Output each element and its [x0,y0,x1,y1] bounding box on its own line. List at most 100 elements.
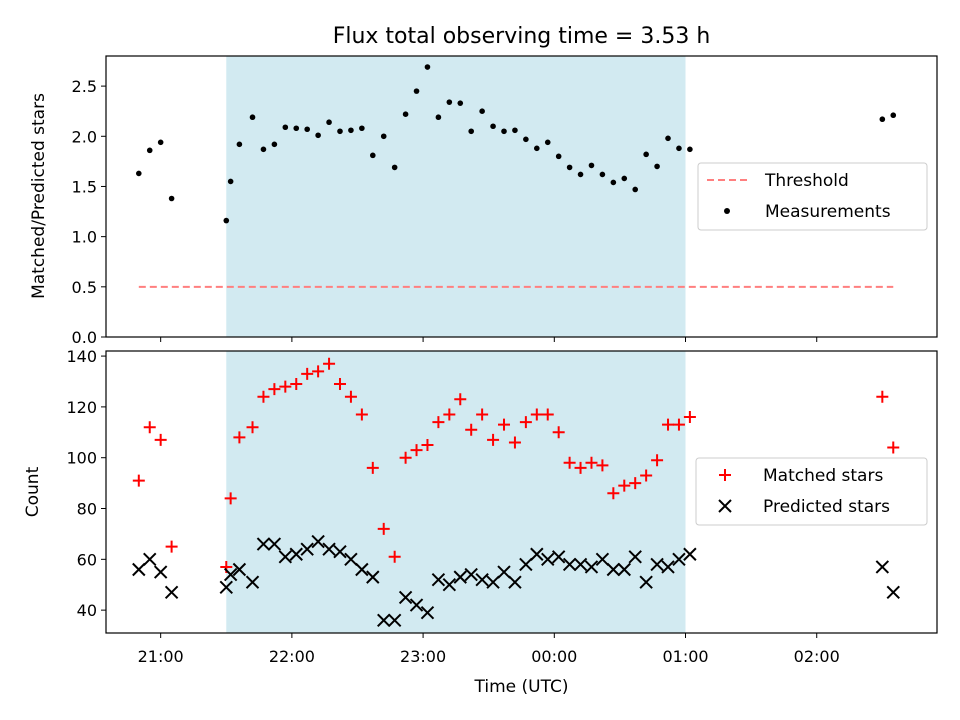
predicted-star-point [672,552,686,567]
measurement-point [534,145,540,152]
measurement-point [271,141,278,148]
matched-star-point [301,367,314,380]
y-tick-label: 0.0 [72,328,97,347]
count-legend: Matched stars Predicted stars [695,457,928,526]
matched-star-point [662,418,675,431]
measurement-point [621,175,628,182]
chart-title: Flux total observing time = 3.53 h [333,24,711,49]
measurement-point [632,186,639,193]
measurement-point [326,119,332,126]
predicted-star-point [442,578,457,592]
predicted-star-point [464,567,478,582]
predicted-star-point [628,550,642,564]
predicted-star-point [453,570,467,584]
predicted-star-point [164,585,179,600]
legend-matched-swatch [719,469,731,481]
matched-star-point [607,487,620,500]
predicted-star-point [267,537,282,551]
y-axis-label-count: Count [23,466,43,517]
matched-star-point [132,474,145,487]
measurement-point [523,136,529,143]
matched-star-point [432,416,445,429]
measurement-point [435,114,442,121]
matched-star-point [651,454,664,467]
x-tick-label: 02:00 [794,647,840,666]
measurement-point [566,164,573,171]
y-tick-label: 2.0 [72,127,97,146]
predicted-star-point [223,567,238,582]
matched-star-point [640,469,653,482]
y-tick-label: 100 [66,449,97,468]
matched-star-point [596,459,609,472]
measurement-point [610,179,617,186]
measurement-point [501,128,507,135]
y-tick-label: 1.0 [72,228,97,247]
matched-star-point [323,357,336,370]
matched-star-point [246,421,259,434]
measurement-point [654,163,660,170]
measurement-point [249,114,256,121]
matched-star-point [552,426,565,439]
axes-frame [105,350,938,634]
measurement-point [577,171,584,178]
measurement-point [146,147,153,154]
x-axis-label-time: Time (UTC) [474,677,569,697]
observing-window-shade [226,56,686,337]
measurement-point [227,178,234,185]
y-tick-label: 40 [77,601,97,620]
matched-star-point [454,393,467,406]
predicted-star-point [232,562,247,577]
legend-predicted-swatch [718,499,732,513]
matched-star-point [618,479,631,492]
y-tick-label: 2.5 [72,77,97,96]
predicted-star-point [398,590,413,605]
matched-star-point [887,441,900,454]
measurement-point [413,88,420,94]
measurement-point [599,171,606,178]
predicted-star-point [219,580,233,594]
matched-star-point [530,408,543,421]
matched-star-point [399,451,412,464]
legend-matched-label: Matched stars [763,466,883,486]
measurement-point [457,100,464,106]
matched-star-point [498,418,511,431]
measurement-point [348,127,354,134]
measurement-point [665,135,671,142]
measurement-point [337,128,343,135]
predicted-star-point [278,550,293,564]
measurement-point [157,139,164,146]
matched-star-point [683,411,696,424]
matched-star-point [672,418,685,431]
matched-star-point [290,378,303,391]
predicted-star-point [661,560,675,574]
x-tick-label: 21:00 [138,647,184,666]
matched-star-point [355,408,368,421]
predicted-star-point [886,585,900,600]
predicted-star-point [530,547,544,561]
matched-star-point [333,378,346,391]
measurement-point [446,99,453,105]
x-tick-label: 23:00 [400,647,446,666]
matched-star-point [476,408,489,421]
y-tick-label: 140 [66,347,97,366]
predicted-star-point [584,560,599,574]
measurement-point [544,139,551,146]
matched-star-point [629,477,642,490]
predicted-star-point [508,575,522,589]
count-plot-area: 40 60 80 100 120 140 21:00 22:00 23:00 00:00 01:00… [66,347,938,666]
axes-frame [105,55,938,338]
measurement-point [643,151,649,158]
predicted-star-point [355,562,369,577]
legend-frame [697,162,928,231]
ratio-legend: Threshold Measurements [697,162,928,231]
matched-star-point [257,390,270,403]
measurement-point [424,64,431,70]
predicted-star-point [409,598,424,612]
predicted-star-point [431,572,446,587]
matched-star-point [541,408,554,421]
predicted-star-point [300,542,314,556]
matched-star-point [233,431,246,444]
legend-measurements-label: Measurements [765,202,891,222]
predicted-star-point [562,557,577,572]
measurement-point [468,128,475,135]
